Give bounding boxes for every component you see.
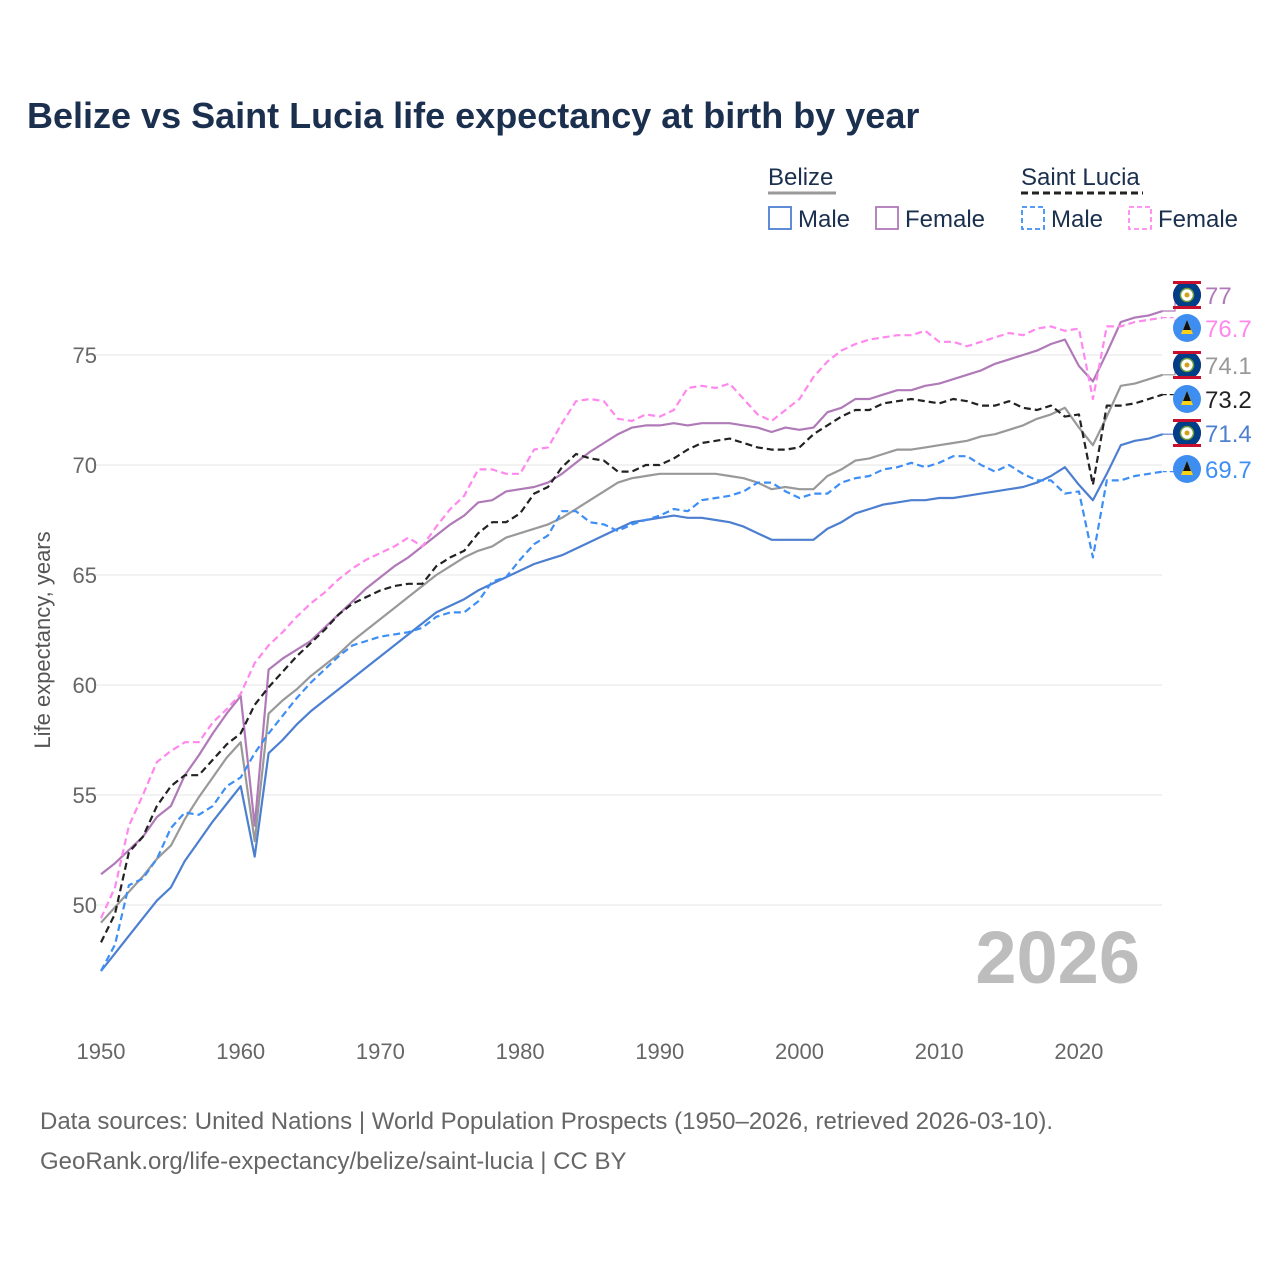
end-value-label: 77 <box>1205 283 1232 310</box>
legend-swatch-male <box>768 206 792 230</box>
belize-flag-stripe <box>1173 444 1201 447</box>
series-line-belize-female <box>100 309 1164 876</box>
belize-flag-stripe <box>1173 351 1201 354</box>
series-line-belize-male <box>100 433 1164 972</box>
x-tick-label: 1950 <box>77 1039 126 1064</box>
x-tick-label: 1960 <box>216 1039 265 1064</box>
footer-link: GeoRank.org/life-expectancy/belize/saint… <box>40 1148 627 1175</box>
y-axis-label: Life expectancy, years <box>30 531 55 748</box>
legend-group-title: Belize <box>768 164 833 191</box>
series-lines <box>99 309 1164 972</box>
x-tick-label: 1990 <box>635 1039 684 1064</box>
chart-title: Belize vs Saint Lucia life expectancy at… <box>27 95 920 136</box>
footer-sources: Data sources: United Nations | World Pop… <box>40 1108 1054 1135</box>
gridlines <box>95 354 1162 906</box>
saint-lucia-flag-black-triangle <box>1183 320 1191 330</box>
x-tick-label: 2000 <box>775 1039 824 1064</box>
saint-lucia-flag-black-triangle <box>1183 391 1191 401</box>
y-axis-ticks: 50 55 60 65 70 75 <box>73 343 97 918</box>
y-tick-label: 55 <box>73 783 97 808</box>
legend-item-male: Male <box>798 206 850 233</box>
y-tick-label: 50 <box>73 893 97 918</box>
legend-swatch-female <box>1128 206 1152 230</box>
belize-flag-stripe <box>1173 306 1201 309</box>
year-watermark: 2026 <box>975 916 1140 999</box>
legend-item-female: Female <box>1158 206 1238 233</box>
legend-group-title: Saint Lucia <box>1021 164 1140 191</box>
x-axis-ticks: 1950 1960 1970 1980 1990 2000 2010 2020 <box>77 1039 1104 1064</box>
end-value-label: 69.7 <box>1205 457 1252 484</box>
legend-item-female: Female <box>905 206 985 233</box>
series-line-saint-lucia-total <box>100 393 1164 943</box>
legend: Belize Male Female Saint Lucia Male Female <box>768 164 1238 233</box>
belize-flag-emblem-center <box>1184 362 1190 368</box>
x-tick-label: 1970 <box>356 1039 405 1064</box>
belize-flag-stripe <box>1173 376 1201 379</box>
belize-flag-stripe <box>1173 419 1201 422</box>
belize-flag-emblem-center <box>1184 430 1190 436</box>
x-tick-label: 1980 <box>496 1039 545 1064</box>
legend-swatch-female <box>875 206 899 230</box>
legend-item-male: Male <box>1051 206 1103 233</box>
series-line-saint-lucia-male <box>100 455 1163 972</box>
y-tick-label: 60 <box>73 673 97 698</box>
y-tick-label: 75 <box>73 343 97 368</box>
belize-flag-stripe <box>1173 281 1201 284</box>
end-labels: 77 76.7 74.1 73.2 71.4 69.7 <box>1162 281 1252 484</box>
y-tick-label: 65 <box>73 563 97 588</box>
legend-swatch-male <box>1021 206 1045 230</box>
end-value-label: 73.2 <box>1205 387 1252 414</box>
series-line-saint-lucia-female <box>99 316 1163 919</box>
belize-flag-emblem-center <box>1184 292 1190 298</box>
end-value-label: 71.4 <box>1205 421 1252 448</box>
y-tick-label: 70 <box>73 453 97 478</box>
x-tick-label: 2020 <box>1054 1039 1103 1064</box>
x-tick-label: 2010 <box>915 1039 964 1064</box>
series-line-belize-total <box>100 373 1164 924</box>
saint-lucia-flag-black-triangle <box>1183 461 1191 471</box>
end-value-label: 76.7 <box>1205 316 1252 343</box>
end-value-label: 74.1 <box>1205 353 1252 380</box>
